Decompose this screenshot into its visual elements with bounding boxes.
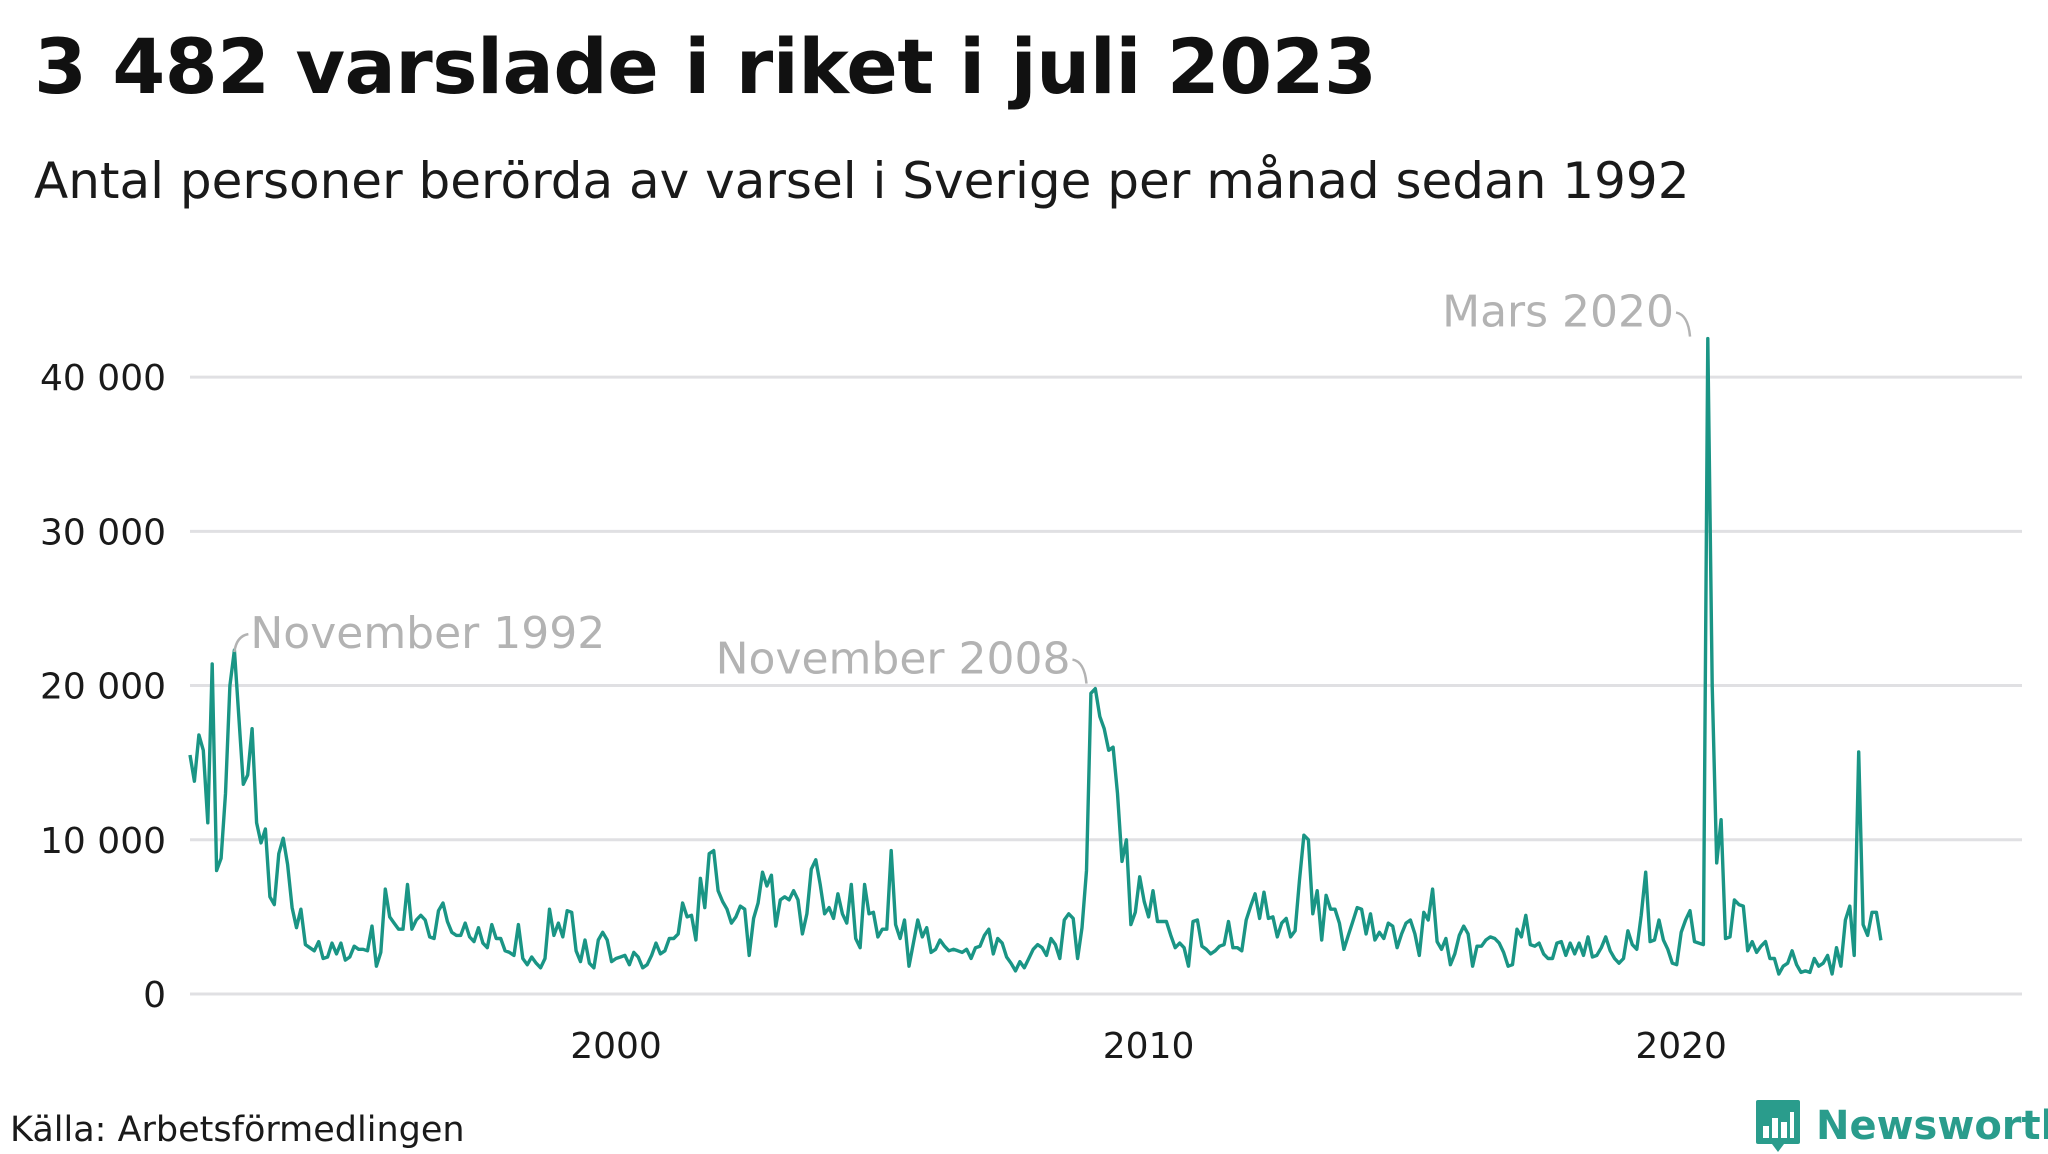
- annotation-label: Mars 2020: [1442, 287, 1674, 338]
- annotation-leader: [1675, 311, 1692, 337]
- x-tick-label: 2010: [1103, 1026, 1195, 1067]
- y-tick-label: 10 000: [40, 821, 166, 862]
- annotation: November 1992: [233, 608, 605, 659]
- annotations: November 1992 November 2008 Mars 2020: [233, 287, 1692, 685]
- y-axis-ticks: 0 10 000 20 000 30 000 40 000: [40, 358, 166, 1016]
- x-axis-ticks: 2000 2010 2020: [570, 1026, 1727, 1067]
- chart-title: 3 482 varslade i riket i juli 2023: [34, 22, 1377, 111]
- brand-logo[interactable]: Newsworthy: [1754, 1098, 2048, 1154]
- annotation-label: November 1992: [250, 608, 605, 659]
- gridlines: [190, 375, 2022, 996]
- series-group: [188, 336, 1883, 976]
- y-tick-label: 20 000: [40, 667, 166, 708]
- y-tick-label: 0: [143, 975, 166, 1016]
- x-tick-label: 2020: [1635, 1026, 1727, 1067]
- y-tick-label: 40 000: [40, 358, 166, 399]
- x-tick-label: 2000: [570, 1026, 662, 1067]
- chart-subtitle: Antal personer berörda av varsel i Sveri…: [34, 152, 1690, 210]
- brand-name: Newsworthy: [1816, 1103, 2048, 1149]
- annotation-leader: [233, 632, 249, 653]
- annotation-leader: [1072, 658, 1088, 684]
- annotation: Mars 2020: [1442, 287, 1692, 338]
- annotation-label: November 2008: [716, 634, 1071, 685]
- bar-chart-logo-icon: [1756, 1100, 1800, 1152]
- y-tick-label: 30 000: [40, 512, 166, 553]
- source-credit: Källa: Arbetsförmedlingen: [10, 1110, 465, 1150]
- annotation: November 2008: [716, 634, 1088, 685]
- series-line: [188, 336, 1883, 976]
